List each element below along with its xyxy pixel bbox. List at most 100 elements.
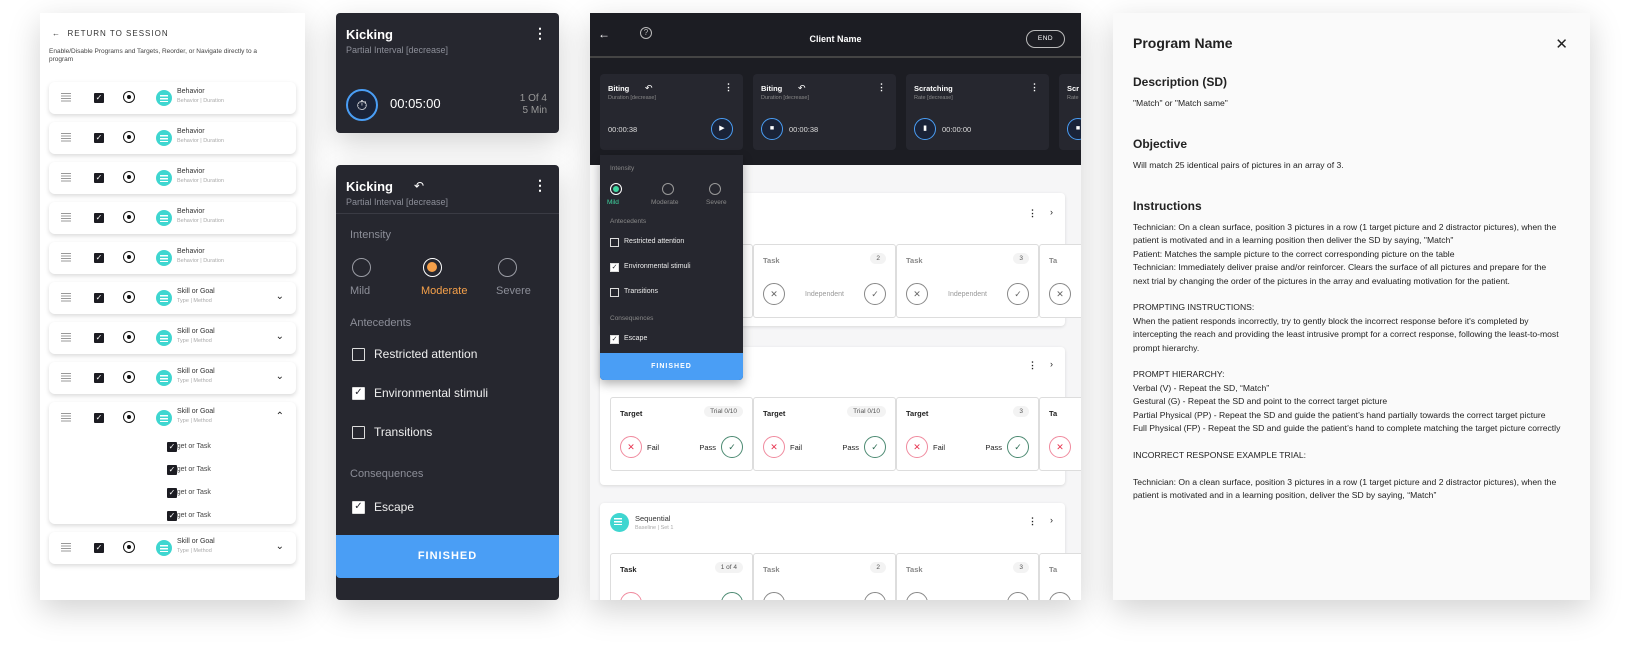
antecedent-checkbox[interactable]: ✓ bbox=[352, 387, 365, 400]
drag-handle-icon[interactable] bbox=[61, 543, 71, 552]
finished-button[interactable]: FINISHED bbox=[600, 353, 743, 380]
behavior-card[interactable]: Scr Rate ■ bbox=[1059, 74, 1081, 150]
navigate-target-icon[interactable] bbox=[123, 331, 135, 343]
close-icon[interactable]: ✕ bbox=[1555, 36, 1568, 53]
incorrect-button[interactable]: ✕ bbox=[620, 592, 642, 600]
enable-checkbox[interactable]: ✓ bbox=[94, 253, 104, 263]
program-row[interactable]: ✓ Skill or Goal Type | Method ⌄ bbox=[49, 282, 296, 314]
enable-checkbox[interactable]: ✓ bbox=[94, 413, 104, 423]
back-arrow-icon[interactable]: ← bbox=[598, 27, 610, 41]
more-options-icon[interactable]: ⋮ bbox=[877, 82, 886, 92]
trial-card[interactable]: Task 3 ✕ ✓ bbox=[896, 553, 1039, 600]
pass-button[interactable]: ✓ bbox=[864, 436, 886, 458]
antecedent-checkbox[interactable] bbox=[610, 288, 619, 297]
target-row[interactable]: ✓ Target or Task bbox=[167, 465, 211, 475]
drag-handle-icon[interactable] bbox=[61, 333, 71, 342]
incorrect-button[interactable]: ✕ bbox=[763, 592, 785, 600]
intensity-radio-mild[interactable] bbox=[610, 183, 622, 195]
enable-checkbox[interactable]: ✓ bbox=[94, 213, 104, 223]
intensity-radio-mild[interactable] bbox=[352, 258, 371, 277]
incorrect-button[interactable]: ✕ bbox=[906, 592, 928, 600]
pass-button[interactable]: ✓ bbox=[1007, 436, 1029, 458]
enable-checkbox[interactable]: ✓ bbox=[94, 543, 104, 553]
behavior-card[interactable]: Biting Duration [decrease] ↶ ⋮ 00:00:38 ■ bbox=[753, 74, 896, 150]
trial-card[interactable]: Ta✕✓ bbox=[1039, 553, 1081, 600]
stop-button[interactable]: ■ bbox=[761, 118, 783, 140]
program-row[interactable]: ✓ Skill or Goal Type | Method ⌄ bbox=[49, 362, 296, 394]
behavior-card[interactable]: Scratching Rate [decrease] ⋮ 00:00:00 ▮ bbox=[906, 74, 1049, 150]
drag-handle-icon[interactable] bbox=[61, 253, 71, 262]
target-checkbox[interactable]: ✓ bbox=[167, 488, 177, 498]
correct-button[interactable]: ✓ bbox=[864, 283, 886, 305]
enable-checkbox[interactable]: ✓ bbox=[94, 333, 104, 343]
drag-handle-icon[interactable] bbox=[61, 173, 71, 182]
stop-button[interactable]: ■ bbox=[1067, 118, 1081, 140]
fail-button[interactable]: ✕ bbox=[763, 436, 785, 458]
drag-handle-icon[interactable] bbox=[61, 133, 71, 142]
target-row[interactable]: ✓ Target or Task bbox=[167, 442, 211, 452]
enable-checkbox[interactable]: ✓ bbox=[94, 133, 104, 143]
navigate-target-icon[interactable] bbox=[123, 171, 135, 183]
navigate-target-icon[interactable] bbox=[123, 411, 135, 423]
more-options-icon[interactable]: ⋮ bbox=[1028, 360, 1037, 370]
consequence-checkbox[interactable]: ✓ bbox=[610, 335, 619, 344]
program-row[interactable]: ✓ Behavior Behavior | Duration bbox=[49, 122, 296, 154]
chevron-down-icon[interactable]: ⌄ bbox=[275, 331, 284, 342]
drag-handle-icon[interactable] bbox=[61, 413, 71, 422]
navigate-target-icon[interactable] bbox=[123, 371, 135, 383]
consequence-checkbox[interactable]: ✓ bbox=[352, 501, 365, 514]
fail-button[interactable]: ✕ bbox=[1049, 436, 1071, 458]
target-row[interactable]: ✓ Target or Task bbox=[167, 488, 211, 498]
enable-checkbox[interactable]: ✓ bbox=[94, 373, 104, 383]
trial-card[interactable]: Task 2 ✕ ✓ bbox=[753, 553, 896, 600]
navigate-target-icon[interactable] bbox=[123, 211, 135, 223]
chevron-up-icon[interactable]: ⌃ bbox=[275, 411, 284, 422]
incorrect-button[interactable]: ✕ bbox=[763, 283, 785, 305]
program-row[interactable]: ✓ Skill or Goal Type | Method ⌄ bbox=[49, 322, 296, 354]
program-row[interactable]: ✓ Behavior Behavior | Duration bbox=[49, 242, 296, 274]
pass-button[interactable]: ✓ bbox=[721, 436, 743, 458]
play-button[interactable]: ▶ bbox=[711, 118, 733, 140]
chevron-down-icon[interactable]: ⌄ bbox=[275, 541, 284, 552]
program-row[interactable]: ✓ Behavior Behavior | Duration bbox=[49, 82, 296, 114]
target-checkbox[interactable]: ✓ bbox=[167, 442, 177, 452]
chevron-right-icon[interactable]: › bbox=[1050, 359, 1053, 369]
navigate-target-icon[interactable] bbox=[123, 291, 135, 303]
stopwatch-button[interactable]: ⏱ bbox=[346, 89, 378, 121]
antecedent-checkbox[interactable] bbox=[610, 238, 619, 247]
bar-chart-button[interactable]: ▮ bbox=[914, 118, 936, 140]
finished-button[interactable]: FINISHED bbox=[336, 535, 559, 578]
more-options-icon[interactable]: ⋮ bbox=[1028, 208, 1037, 218]
fail-button[interactable]: ✕ bbox=[620, 436, 642, 458]
trial-card[interactable]: Target 3 ✕ ✓ Fail Pass bbox=[896, 397, 1039, 471]
drag-handle-icon[interactable] bbox=[61, 213, 71, 222]
drag-handle-icon[interactable] bbox=[61, 373, 71, 382]
trial-card[interactable]: Ta✕✓ bbox=[1039, 397, 1081, 471]
enable-checkbox[interactable]: ✓ bbox=[94, 173, 104, 183]
chevron-down-icon[interactable]: ⌄ bbox=[275, 291, 284, 302]
antecedent-checkbox[interactable]: ✓ bbox=[610, 263, 619, 272]
navigate-target-icon[interactable] bbox=[123, 541, 135, 553]
chevron-down-icon[interactable]: ⌄ bbox=[275, 371, 284, 382]
trial-card[interactable]: Target Trial 0/10 ✕ ✓ Fail Pass bbox=[610, 397, 753, 471]
program-row[interactable]: ✓ Behavior Behavior | Duration bbox=[49, 162, 296, 194]
antecedent-checkbox[interactable] bbox=[352, 348, 365, 361]
incorrect-button[interactable]: ✕ bbox=[906, 283, 928, 305]
enable-checkbox[interactable]: ✓ bbox=[94, 293, 104, 303]
program-row[interactable]: ✓ Skill or Goal Type | Method ⌃ ✓ Target or T… bbox=[49, 402, 296, 524]
target-checkbox[interactable]: ✓ bbox=[167, 511, 177, 521]
correct-button[interactable]: ✓ bbox=[864, 592, 886, 600]
undo-icon[interactable]: ↶ bbox=[645, 83, 653, 93]
trial-card[interactable]: Task 3 ✕ ✓ Independent bbox=[896, 244, 1039, 318]
target-checkbox[interactable]: ✓ bbox=[167, 465, 177, 475]
intensity-radio-severe[interactable] bbox=[709, 183, 721, 195]
chevron-right-icon[interactable]: › bbox=[1050, 515, 1053, 525]
intensity-radio-moderate[interactable] bbox=[662, 183, 674, 195]
more-options-icon[interactable]: ⋮ bbox=[533, 25, 547, 41]
chevron-right-icon[interactable]: › bbox=[1050, 207, 1053, 217]
trial-card[interactable]: Target Trial 0/10 ✕ ✓ Fail Pass bbox=[753, 397, 896, 471]
behavior-card[interactable]: Biting Duration [decrease] ↶ ⋮ 00:00:38 ▶ bbox=[600, 74, 743, 150]
trial-card[interactable]: Task 2 ✕ ✓ Independent bbox=[753, 244, 896, 318]
navigate-target-icon[interactable] bbox=[123, 131, 135, 143]
return-to-session-link[interactable]: ← RETURN TO SESSION bbox=[52, 29, 169, 38]
